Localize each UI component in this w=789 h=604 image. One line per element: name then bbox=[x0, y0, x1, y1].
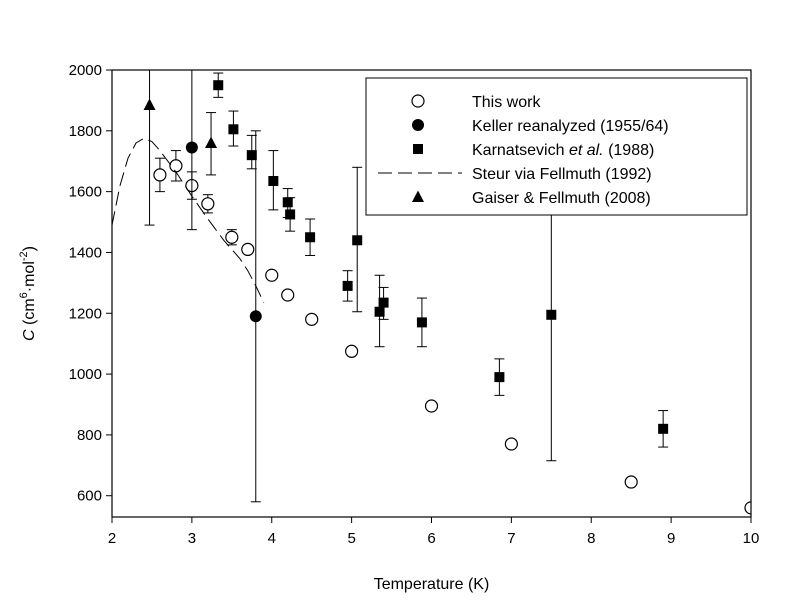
x-tick-label-2: 2 bbox=[108, 530, 116, 547]
this_work-point-6 bbox=[265, 268, 279, 282]
legend-box bbox=[365, 77, 748, 216]
keller-point-0 bbox=[185, 141, 198, 154]
karnatsevich-point-1 bbox=[228, 124, 239, 135]
this_work-point-9 bbox=[345, 344, 359, 358]
x-tick-label-10: 10 bbox=[743, 530, 760, 547]
karnatsevich-point-5 bbox=[285, 209, 296, 220]
legend-entry-gaiser: Gaiser & Fellmuth (2008) bbox=[412, 190, 651, 207]
series-keller bbox=[185, 70, 262, 503]
legend-entry-karnatsevich: Karnatsevich et al. (1988) bbox=[413, 142, 654, 159]
this_work-point-1 bbox=[169, 159, 183, 173]
legend-entry-this_work: This work bbox=[411, 94, 541, 111]
y-title-part-2: 6 bbox=[18, 292, 30, 298]
karnatsevich-point-9 bbox=[374, 306, 385, 317]
legend-label-this_work-part-0: This work bbox=[472, 94, 541, 111]
plot-area bbox=[112, 70, 751, 515]
legend-label-gaiser-part-0: Gaiser & Fellmuth (2008) bbox=[472, 190, 651, 207]
gaiser-point-1 bbox=[205, 136, 218, 148]
y-tick-label-1400: 1400 bbox=[69, 244, 102, 261]
y-title-part-4: -2 bbox=[18, 251, 30, 261]
karnatsevich-point-6 bbox=[305, 232, 316, 243]
legend-label-steur: Steur via Fellmuth (1992) bbox=[472, 166, 652, 183]
legend-label-this_work: This work bbox=[472, 94, 541, 111]
this_work-point-7 bbox=[281, 288, 295, 302]
legend-label-karnatsevich-part-0: Karnatsevich bbox=[472, 142, 569, 159]
y-tick-label-1000: 1000 bbox=[69, 366, 102, 383]
this_work-point-3 bbox=[201, 197, 215, 211]
axes: 2 3 4 5 6 7 8 9 10 600 800 1000 1200 1400 1600 1800 2000 bbox=[69, 62, 760, 547]
this_work-point-10 bbox=[424, 399, 439, 413]
y-title-part-5: ) bbox=[21, 246, 38, 251]
x-tick-label-6: 6 bbox=[427, 530, 435, 547]
legend-label-steur-part-0: Steur via Fellmuth (1992) bbox=[472, 166, 652, 183]
y-title-part-3: ·mol bbox=[21, 261, 38, 292]
x-tick-label-3: 3 bbox=[188, 530, 196, 547]
karnatsevich-point-3 bbox=[268, 175, 279, 186]
this_work-point-0 bbox=[153, 168, 167, 182]
y-tick-label-1800: 1800 bbox=[69, 123, 102, 140]
legend-label-karnatsevich-part-2: (1988) bbox=[604, 142, 655, 159]
karnatsevich-point-4 bbox=[282, 197, 293, 208]
this_work-point-8 bbox=[305, 312, 319, 326]
series-karnatsevich bbox=[213, 72, 669, 462]
y-tick-label-600: 600 bbox=[77, 488, 102, 505]
legend-marker-gaiser bbox=[412, 190, 424, 202]
karnatsevich-point-2 bbox=[246, 150, 257, 161]
gaiser-point-0 bbox=[143, 98, 156, 110]
y-axis-title: C (cm6·mol-2) bbox=[18, 246, 38, 341]
karnatsevich-point-13 bbox=[546, 309, 557, 320]
x-tick-label-5: 5 bbox=[347, 530, 355, 547]
legend-marker-this_work bbox=[411, 94, 425, 108]
this_work-point-11 bbox=[504, 437, 518, 451]
y-title-part-1: (cm bbox=[21, 298, 38, 329]
steur-curve bbox=[112, 137, 265, 303]
this_work-point-4 bbox=[225, 230, 239, 244]
legend-label-karnatsevich: Karnatsevich et al. (1988) bbox=[472, 142, 654, 159]
karnatsevich-point-0 bbox=[213, 80, 224, 91]
keller-point-1 bbox=[249, 310, 262, 323]
series-gaiser bbox=[143, 70, 218, 226]
this_work-point-12 bbox=[624, 475, 638, 489]
x-tick-label-7: 7 bbox=[507, 530, 515, 547]
x-tick-label-9: 9 bbox=[667, 530, 675, 547]
karnatsevich-point-11 bbox=[416, 317, 427, 328]
karnatsevich-point-7 bbox=[342, 280, 353, 291]
this_work-point-13 bbox=[744, 501, 751, 515]
y-tick-label-800: 800 bbox=[77, 427, 102, 444]
y-tick-label-1200: 1200 bbox=[69, 305, 102, 322]
x-axis-title: Temperature (K) bbox=[374, 576, 490, 593]
karnatsevich-point-8 bbox=[352, 235, 363, 246]
gaiser-errorbar-0 bbox=[144, 70, 155, 226]
y-title-part-0: C bbox=[21, 329, 38, 341]
legend-marker-karnatsevich bbox=[413, 144, 423, 154]
legend-label-keller: Keller reanalyzed (1955/64) bbox=[472, 118, 669, 135]
legend-label-keller-part-0: Keller reanalyzed (1955/64) bbox=[472, 118, 669, 135]
y-tick-label-2000: 2000 bbox=[69, 62, 102, 79]
legend-entry-keller: Keller reanalyzed (1955/64) bbox=[412, 118, 669, 135]
karnatsevich-point-12 bbox=[494, 372, 505, 383]
legend-entry-steur: Steur via Fellmuth (1992) bbox=[378, 166, 652, 183]
series-steur bbox=[112, 137, 265, 303]
x-tick-label-4: 4 bbox=[268, 530, 276, 547]
data-marks bbox=[112, 70, 751, 515]
this_work-point-5 bbox=[241, 242, 255, 257]
karnatsevich-point-14 bbox=[658, 423, 669, 434]
x-tick-label-8: 8 bbox=[587, 530, 595, 547]
legend-label-gaiser: Gaiser & Fellmuth (2008) bbox=[472, 190, 651, 207]
karnatsevich-point-10 bbox=[378, 297, 389, 308]
series-this_work bbox=[153, 150, 751, 515]
legend-label-karnatsevich-part-1: et al. bbox=[569, 142, 604, 159]
legend-marker-keller bbox=[412, 119, 424, 131]
legend: This work Keller reanalyzed (1955/64) Karn… bbox=[365, 77, 748, 216]
y-tick-label-1600: 1600 bbox=[69, 184, 102, 201]
